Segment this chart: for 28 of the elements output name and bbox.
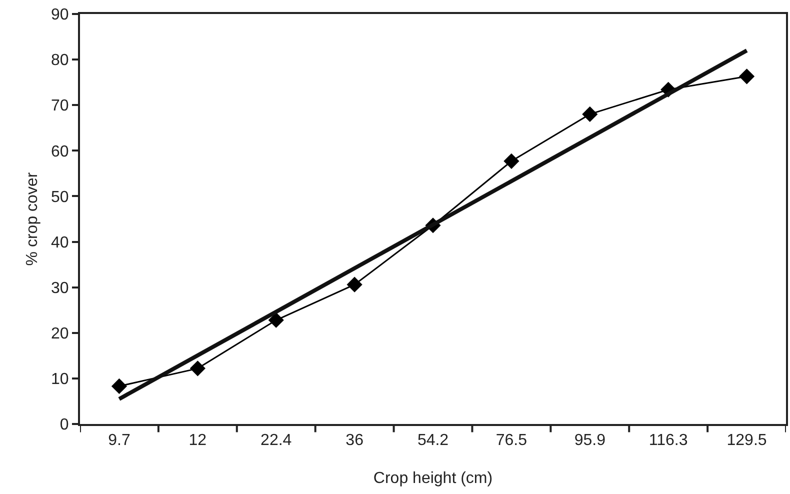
y-tick-label: 20	[51, 325, 69, 342]
x-tick-label: 22.4	[260, 432, 292, 450]
y-tick-label: 30	[51, 280, 69, 297]
point	[504, 153, 520, 169]
x-tick-label: 9.7	[108, 432, 130, 450]
x-axis-title: Crop height (cm)	[373, 470, 493, 487]
x-tick-label: 95.9	[574, 432, 606, 450]
y-tick-label: 70	[51, 98, 69, 115]
x-tick-label: 54.2	[417, 432, 449, 450]
y-tick-label: 60	[51, 143, 69, 160]
x-tick-label: 76.5	[496, 432, 528, 450]
y-tick-label: 80	[51, 52, 69, 70]
point	[738, 68, 755, 84]
point	[346, 276, 362, 292]
y-tick-label: 50	[51, 188, 69, 206]
x-tick-label: 36	[346, 432, 364, 450]
y-axis-title: % crop cover	[24, 172, 41, 266]
x-tick-label: 12	[188, 432, 207, 450]
y-tick-label: 40	[51, 234, 69, 252]
x-tick-label: 129.5	[726, 432, 767, 450]
point	[190, 360, 206, 376]
y-tick-label: 0	[60, 416, 69, 434]
y-tick-label: 10	[51, 371, 69, 388]
point	[268, 312, 284, 328]
point	[111, 378, 128, 394]
x-tick-label: 116.3	[648, 432, 688, 450]
point	[582, 106, 598, 122]
y-tick-label: 90	[51, 6, 69, 24]
